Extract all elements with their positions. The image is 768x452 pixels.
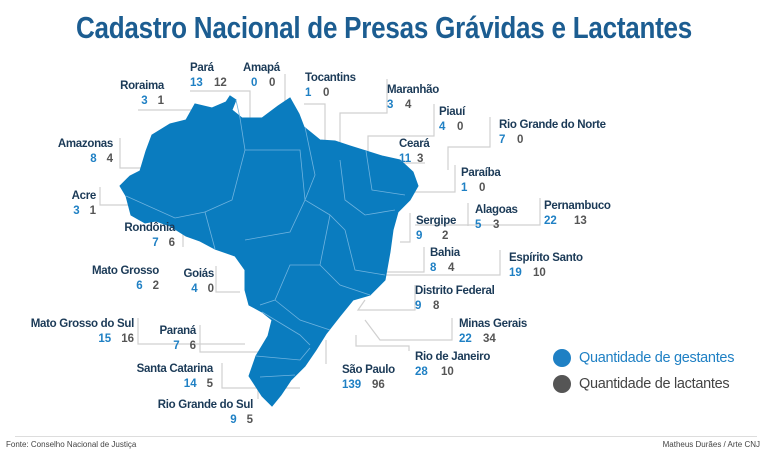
leader-maranhao: [339, 79, 388, 160]
footer-divider: [15, 436, 757, 437]
state-label-mato-grosso-do-sul: Mato Grosso do Sul 15 16: [30, 318, 135, 345]
source-text: Fonte: Conselho Nacional de Justiça: [6, 440, 137, 449]
leader-pernambuco: [415, 198, 541, 226]
leader-rj: [355, 335, 410, 351]
legend-gestantes: Quantidade de gestantes: [553, 345, 734, 371]
gestantes-circle-icon: [553, 349, 571, 367]
state-label-minas-gerais: Minas Gerais 22 34: [459, 318, 527, 345]
leader-ms: [137, 318, 245, 345]
leader-mg: [364, 318, 453, 341]
leader-df: [356, 285, 416, 311]
state-label-espirito-santo: Espírito Santo 19 10: [509, 252, 583, 279]
leader-acre: [99, 187, 128, 206]
legend: Quantidade de gestantes Quantidade de la…: [553, 345, 734, 397]
leader-lines: [99, 74, 541, 399]
state-label-sao-paulo: São Paulo 139 96: [342, 364, 395, 391]
legend-lactantes: Quantidade de lactantes: [553, 371, 734, 397]
leader-rn: [447, 117, 491, 170]
state-label-rio-de-janeiro: Rio de Janeiro 28 10: [415, 351, 491, 378]
state-label-para: Pará 13 12: [190, 62, 227, 89]
leader-goias: [215, 266, 240, 293]
lactantes-circle-icon: [553, 375, 571, 393]
leader-para: [190, 90, 251, 130]
leader-paraiba: [415, 165, 456, 193]
leader-parana: [199, 325, 270, 353]
state-label-pernambuco: Pernambuco 22 13: [544, 200, 611, 227]
state-label-santa-catarina: Santa Catarina 14 5: [136, 363, 214, 390]
leader-sergipe: [400, 213, 411, 243]
brazil-shape: [119, 95, 419, 407]
credit-text: Matheus Durães / Arte CNJ: [662, 440, 760, 449]
state-borders: [125, 99, 406, 378]
state-label-ceara: Ceará 11 3: [399, 138, 430, 165]
leader-piaui: [367, 104, 435, 165]
page-title: Cadastro Nacional de Presas Grávidas e L…: [75, 10, 693, 45]
